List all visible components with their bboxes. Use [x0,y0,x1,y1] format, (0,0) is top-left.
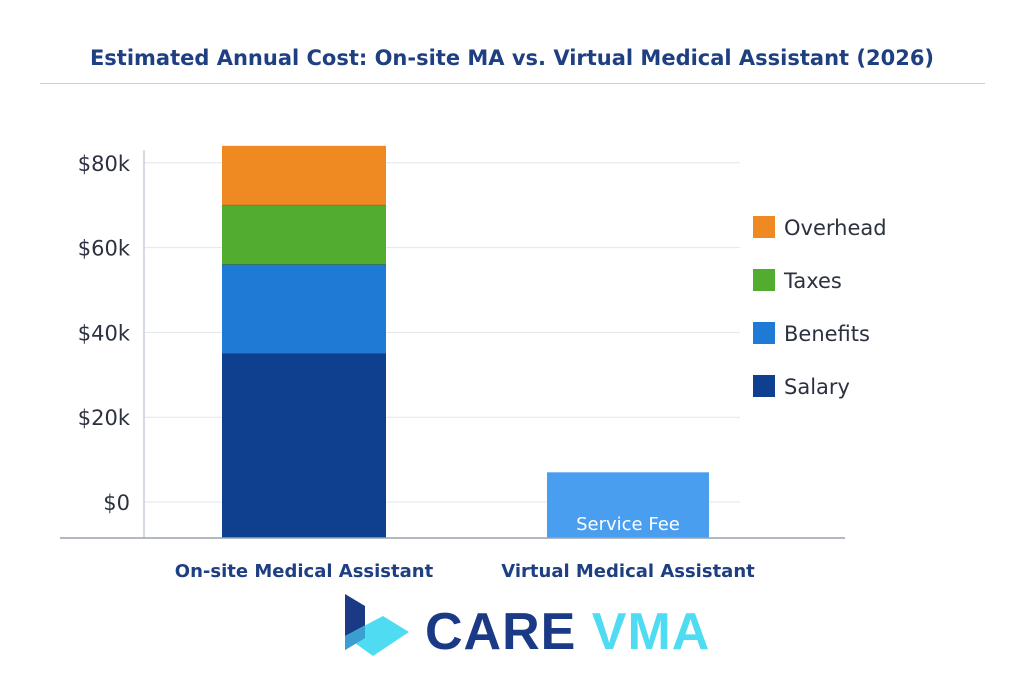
bar-label: Service Fee [576,514,680,535]
legend-label: Overhead [784,216,887,240]
bar-segment-taxes [222,205,386,265]
title-divider [40,83,985,84]
y-tick-label: $20k [78,406,131,430]
legend-swatch [753,322,775,344]
chart-title: Estimated Annual Cost: On-site MA vs. Vi… [89,46,935,70]
legend-swatch [753,375,775,397]
y-tick-label: $60k [78,237,131,261]
bar-segment-overhead [222,145,386,206]
bar-segment-benefits [222,264,386,354]
logo-text: CARE VMA [425,603,711,661]
y-tick-label: $40k [78,321,131,345]
legend-swatch [753,269,775,291]
bar-segment-salary [222,353,386,538]
legend-swatch [753,216,775,238]
legend-label: Salary [784,375,850,399]
logo-icon [345,594,409,656]
care-vma-logo: CARE VMA [343,592,709,662]
y-tick-label: $0 [103,491,130,515]
legend-label: Benefits [784,322,870,346]
y-tick-label: $80k [78,152,131,176]
x-tick-label: Virtual Medical Assistant [501,561,755,582]
legend-label: Taxes [783,269,842,293]
bar-segment-service-fee [547,472,709,538]
x-tick-label: On-site Medical Assistant [175,561,434,582]
